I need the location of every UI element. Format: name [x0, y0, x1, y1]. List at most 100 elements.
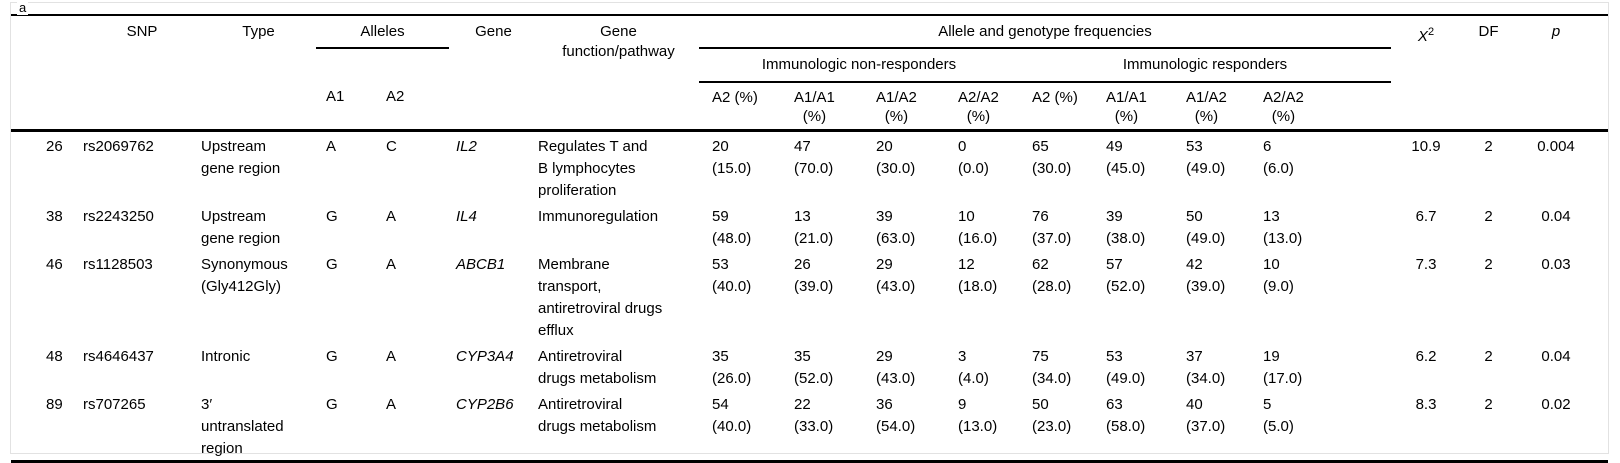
chi-exponent: 2	[1427, 26, 1435, 38]
cell-index: 26	[46, 137, 63, 155]
cell-nr-a1a2: 29 (43.0)	[876, 347, 916, 387]
header-a1: A1	[316, 82, 379, 132]
cell-r-a2: 65 (30.0)	[1032, 137, 1072, 177]
cell-p: 0.03	[1541, 255, 1571, 273]
cell-nr-a2: 35 (26.0)	[712, 347, 752, 387]
header-alleles: Alleles	[316, 15, 449, 49]
cell-index: 46	[46, 255, 63, 273]
cell-index: 89	[11, 389, 83, 463]
cell-nr-a2a2: 0 (0.0)	[958, 137, 989, 177]
cell-p: 0.02	[1516, 389, 1608, 463]
cell-nr-a2a2: 12 (18.0)	[958, 255, 998, 295]
cell-gene: IL4	[456, 207, 477, 225]
cell-gene: IL2	[456, 137, 477, 155]
cell-function: Regulates T and B lymphocytes proliferat…	[538, 137, 648, 199]
cell-r-a1a1: 63 (58.0)	[1093, 389, 1173, 463]
cell-nr-a2: 59 (48.0)	[712, 207, 752, 247]
cell-r-a2a2: 6 (6.0)	[1263, 137, 1294, 177]
table-row: 89 rs707265 3′ untranslated region G A C…	[11, 389, 1608, 463]
cell-p: 0.04	[1541, 347, 1571, 365]
cell-snp: rs2069762	[83, 137, 154, 155]
cell-snp: rs707265	[83, 389, 201, 463]
cell-r-a1a1: 49 (45.0)	[1106, 137, 1146, 177]
header-r-a1a1-pct: A1/A1 (%)	[1093, 82, 1173, 132]
header-gene-function: Gene function/pathway	[538, 15, 699, 132]
cell-index: 48	[46, 347, 63, 365]
header-nr-a1a2-pct: A1/A2 (%)	[863, 82, 945, 132]
cell-r-a1a2: 37 (34.0)	[1186, 347, 1226, 387]
cell-r-a2: 62 (28.0)	[1032, 255, 1072, 295]
header-df: DF	[1461, 15, 1516, 132]
cell-nr-a2a2: 3 (4.0)	[958, 347, 989, 387]
cell-r-a2: 75 (34.0)	[1032, 347, 1072, 387]
header-gene: Gene	[449, 15, 538, 132]
cell-a2: A	[386, 255, 397, 273]
header-r-a2-pct: A2 (%)	[1019, 82, 1093, 132]
header-nonresponders-group: Immunologic non-responders	[699, 48, 1019, 83]
table-row: 38 rs2243250 Upstream gene region G A IL…	[11, 202, 1608, 250]
header-alleles-spacer	[316, 48, 449, 82]
cell-index: 38	[46, 207, 63, 225]
cell-df: 2	[1484, 137, 1493, 155]
header-index	[11, 15, 83, 132]
cell-a2: C	[386, 137, 397, 155]
cell-nr-a1a1: 47 (70.0)	[794, 137, 834, 177]
cell-gene: ABCB1	[456, 255, 506, 273]
cell-nr-a1a1: 22 (33.0)	[781, 389, 863, 463]
cell-r-a2a2: 19 (17.0)	[1263, 347, 1303, 387]
cell-nr-a1a1: 26 (39.0)	[794, 255, 834, 295]
cell-a1: G	[316, 389, 379, 463]
header-snp: SNP	[83, 15, 201, 132]
cell-df: 2	[1484, 255, 1493, 273]
header-nr-a1a1-pct: A1/A1 (%)	[781, 82, 863, 132]
header-chi-squared: X2	[1391, 15, 1461, 132]
header-row-1: SNP Type Alleles Gene Gene function/path…	[11, 15, 1608, 132]
cell-snp: rs2243250	[83, 207, 154, 225]
cell-nr-a2: 53 (40.0)	[712, 255, 752, 295]
cell-r-a1a1: 39 (38.0)	[1106, 207, 1146, 247]
table-row: 26 rs2069762 Upstream gene region A C IL…	[11, 130, 1608, 202]
table-row: 48 rs4646437 Intronic G A CYP3A4 Antiret…	[11, 342, 1608, 390]
cell-gene: CYP3A4	[456, 347, 514, 365]
cell-type: 3′ untranslated region	[201, 389, 316, 463]
header-r-a1a2-pct: A1/A2 (%)	[1173, 82, 1250, 132]
cell-a1: A	[326, 137, 337, 155]
cell-r-a1a2: 40 (37.0)	[1173, 389, 1250, 463]
cell-r-a1a2: 53 (49.0)	[1186, 137, 1226, 177]
header-nr-a2-pct: A2 (%)	[699, 82, 781, 132]
cell-nr-a1a1: 13 (21.0)	[794, 207, 834, 247]
cell-df: 2	[1484, 207, 1493, 225]
cell-r-a2: 76 (37.0)	[1032, 207, 1072, 247]
cell-r-a2a2: 10 (9.0)	[1263, 255, 1294, 295]
cell-chi2: 10.9	[1411, 137, 1441, 155]
cell-chi2: 8.3	[1391, 389, 1461, 463]
cell-p: 0.004	[1537, 137, 1575, 155]
cell-r-a1a2: 50 (49.0)	[1186, 207, 1226, 247]
cell-r-a2a2: 13 (13.0)	[1263, 207, 1303, 247]
cell-gene: CYP2B6	[449, 389, 538, 463]
cell-nr-a2a2: 10 (16.0)	[958, 207, 998, 247]
cell-a1: G	[326, 347, 338, 365]
chi-symbol: X	[1417, 28, 1428, 45]
cell-nr-a1a2: 29 (43.0)	[876, 255, 916, 295]
cell-df: 2	[1461, 389, 1516, 463]
cell-function: Immunoregulation	[538, 207, 659, 225]
header-row-3: A1 A2 A2 (%) A1/A1 (%) A1/A2 (%) A2/A2 (…	[11, 82, 1608, 132]
cell-r-a1a2: 42 (39.0)	[1186, 255, 1226, 295]
figure-panel: a SNP Type Alleles Gene Gene function/pa…	[10, 1, 1609, 463]
cell-chi2: 6.2	[1415, 347, 1437, 365]
header-freq-group: Allele and genotype frequencies	[699, 15, 1391, 49]
cell-r-a1a1: 53 (49.0)	[1106, 347, 1146, 387]
header-a2: A2	[379, 82, 449, 132]
cell-nr-a2: 54 (40.0)	[699, 389, 781, 463]
cell-snp: rs1128503	[83, 255, 153, 273]
table-row: 46 rs1128503 Synonymous (Gly412Gly) G A …	[11, 250, 1608, 342]
cell-nr-a1a2: 39 (63.0)	[876, 207, 916, 247]
cell-type: Intronic	[201, 347, 251, 365]
cell-nr-a1a2: 20 (30.0)	[876, 137, 916, 177]
cell-p: 0.04	[1541, 207, 1571, 225]
header-type: Type	[201, 15, 316, 132]
cell-function: Membrane transport, antiretroviral drugs…	[538, 255, 663, 339]
cell-type: Upstream gene region	[201, 207, 281, 247]
cell-nr-a2: 20 (15.0)	[712, 137, 752, 177]
